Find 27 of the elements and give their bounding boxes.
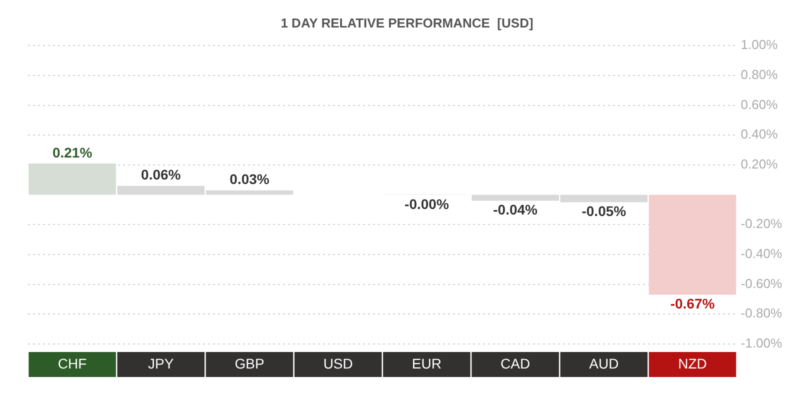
x-tick-label: NZD bbox=[678, 355, 707, 372]
x-tick-label: EUR bbox=[412, 355, 442, 372]
y-tick-label: -0.60% bbox=[740, 276, 782, 291]
y-tick-label: 0.80% bbox=[740, 67, 778, 82]
x-tick-label: GBP bbox=[234, 355, 264, 372]
y-tick-label: 0.20% bbox=[740, 156, 778, 172]
y-tick-label: -0.80% bbox=[740, 306, 782, 321]
x-tick-label: JPY bbox=[148, 355, 174, 372]
x-tick-label: AUD bbox=[589, 355, 619, 372]
data-label: -0.05% bbox=[582, 203, 627, 220]
bar bbox=[648, 194, 736, 295]
x-tick-label: CAD bbox=[500, 355, 530, 372]
y-tick-label: 1.00% bbox=[740, 37, 778, 52]
y-tick-label: -0.20% bbox=[740, 216, 782, 232]
data-label: 0.21% bbox=[52, 144, 93, 160]
data-label: -0.67% bbox=[670, 296, 716, 312]
chart-title: 1 DAY RELATIVE PERFORMANCE [USD] bbox=[280, 15, 534, 30]
data-label: 0.03% bbox=[230, 171, 270, 188]
y-tick-label: -0.40% bbox=[740, 246, 782, 262]
x-tick-label: CHF bbox=[58, 355, 87, 372]
data-label: -0.00% bbox=[404, 196, 450, 212]
x-tick-label: USD bbox=[323, 355, 353, 372]
y-tick-label: 0.60% bbox=[740, 96, 778, 112]
data-label: 0.06% bbox=[141, 166, 182, 183]
y-tick-label: 0.40% bbox=[740, 126, 778, 142]
y-tick-label: -1.00% bbox=[740, 336, 782, 351]
data-label: -0.04% bbox=[493, 202, 538, 218]
